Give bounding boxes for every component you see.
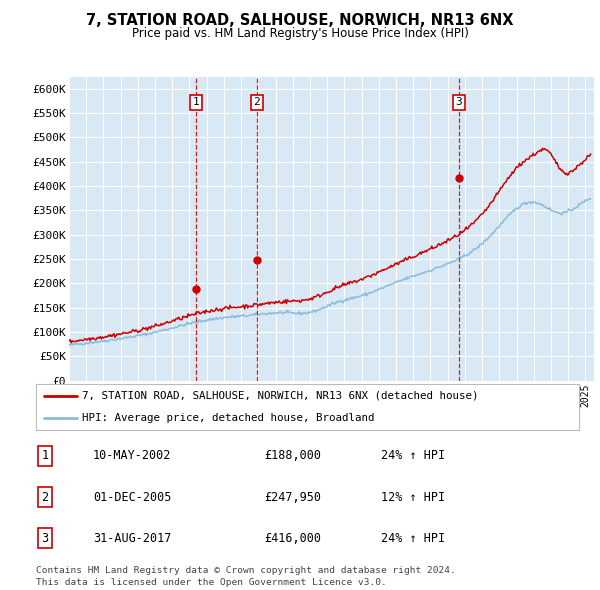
Text: 3: 3 [455, 97, 463, 107]
Text: £188,000: £188,000 [264, 449, 321, 463]
Text: This data is licensed under the Open Government Licence v3.0.: This data is licensed under the Open Gov… [36, 578, 387, 587]
Text: 24% ↑ HPI: 24% ↑ HPI [381, 532, 445, 545]
Text: Contains HM Land Registry data © Crown copyright and database right 2024.: Contains HM Land Registry data © Crown c… [36, 566, 456, 575]
Text: 12% ↑ HPI: 12% ↑ HPI [381, 490, 445, 504]
Text: £416,000: £416,000 [264, 532, 321, 545]
Text: 1: 1 [193, 97, 199, 107]
Text: HPI: Average price, detached house, Broadland: HPI: Average price, detached house, Broa… [82, 413, 374, 423]
Text: £247,950: £247,950 [264, 490, 321, 504]
Text: 24% ↑ HPI: 24% ↑ HPI [381, 449, 445, 463]
Text: 10-MAY-2002: 10-MAY-2002 [93, 449, 172, 463]
Text: 31-AUG-2017: 31-AUG-2017 [93, 532, 172, 545]
Text: 2: 2 [254, 97, 260, 107]
Text: 3: 3 [41, 532, 49, 545]
Text: 7, STATION ROAD, SALHOUSE, NORWICH, NR13 6NX (detached house): 7, STATION ROAD, SALHOUSE, NORWICH, NR13… [82, 391, 479, 401]
Text: 7, STATION ROAD, SALHOUSE, NORWICH, NR13 6NX: 7, STATION ROAD, SALHOUSE, NORWICH, NR13… [86, 13, 514, 28]
Text: 1: 1 [41, 449, 49, 463]
Text: 01-DEC-2005: 01-DEC-2005 [93, 490, 172, 504]
Text: Price paid vs. HM Land Registry's House Price Index (HPI): Price paid vs. HM Land Registry's House … [131, 27, 469, 40]
Text: 2: 2 [41, 490, 49, 504]
